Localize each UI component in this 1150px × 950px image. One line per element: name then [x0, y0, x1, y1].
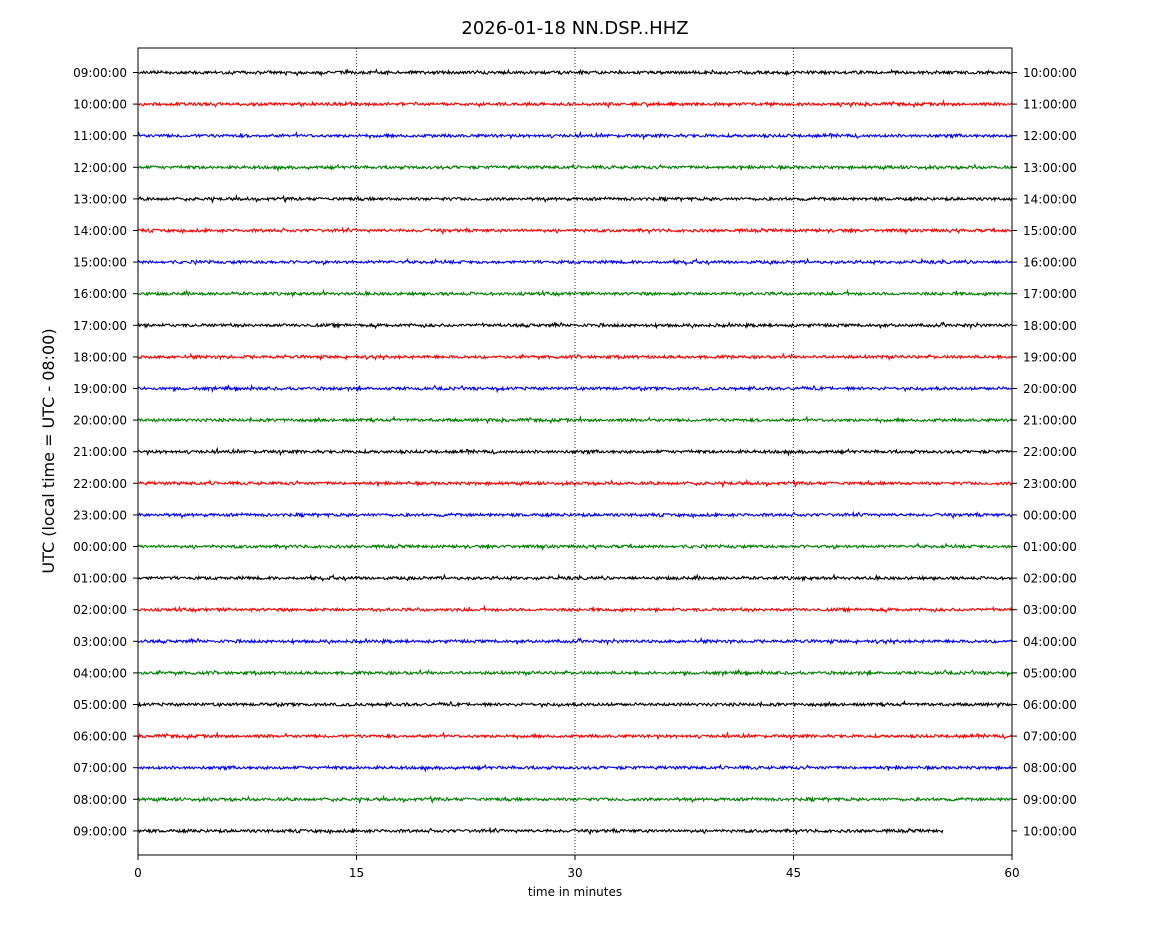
left-time-label: 14:00:00 — [73, 224, 127, 238]
left-time-label: 04:00:00 — [73, 666, 127, 680]
left-time-label: 08:00:00 — [73, 793, 127, 807]
left-time-label: 12:00:00 — [73, 161, 127, 175]
x-tick-label: 45 — [786, 866, 801, 880]
right-time-label: 17:00:00 — [1023, 287, 1077, 301]
seismic-trace — [137, 826, 944, 836]
left-time-label: 23:00:00 — [73, 508, 127, 522]
y-axis-label: UTC (local time = UTC - 08:00) — [39, 328, 58, 573]
left-time-label: 07:00:00 — [73, 761, 127, 775]
right-time-label: 11:00:00 — [1023, 98, 1077, 112]
right-time-label: 10:00:00 — [1023, 66, 1077, 80]
seismic-trace — [137, 226, 1012, 236]
chart-title: 2026-01-18 NN.DSP..HHZ — [461, 18, 688, 39]
right-time-label: 07:00:00 — [1023, 730, 1077, 744]
seismic-trace — [137, 99, 1012, 109]
right-time-label: 06:00:00 — [1023, 698, 1077, 712]
seismic-trace — [137, 699, 1012, 709]
seismic-trace — [137, 288, 1012, 298]
right-time-label: 04:00:00 — [1023, 635, 1077, 649]
seismic-trace — [137, 573, 1013, 583]
left-time-label: 16:00:00 — [73, 287, 127, 301]
seismic-trace — [137, 542, 1012, 552]
seismic-trace — [137, 194, 1013, 204]
x-tick-label: 60 — [1004, 866, 1019, 880]
left-time-label: 01:00:00 — [73, 572, 127, 586]
x-axis-label: time in minutes — [528, 885, 622, 899]
x-tick-label: 0 — [134, 866, 142, 880]
right-time-label: 02:00:00 — [1023, 572, 1077, 586]
seismic-trace — [137, 352, 1013, 362]
left-time-label: 06:00:00 — [73, 730, 127, 744]
seismic-trace — [137, 446, 1013, 457]
right-time-label: 20:00:00 — [1023, 382, 1077, 396]
left-time-label: 10:00:00 — [73, 98, 127, 112]
left-time-label: 18:00:00 — [73, 350, 127, 364]
left-time-label: 13:00:00 — [73, 192, 127, 206]
left-time-label: 20:00:00 — [73, 414, 127, 428]
right-time-label: 22:00:00 — [1023, 445, 1077, 459]
left-time-label: 00:00:00 — [73, 540, 127, 554]
right-time-label: 03:00:00 — [1023, 603, 1077, 617]
seismic-trace — [137, 67, 1012, 78]
left-time-label: 17:00:00 — [73, 319, 127, 333]
left-time-label: 11:00:00 — [73, 129, 127, 143]
right-time-label: 09:00:00 — [1023, 793, 1077, 807]
left-time-label: 09:00:00 — [73, 66, 127, 80]
trace-group — [137, 67, 1013, 836]
left-time-label: 03:00:00 — [73, 635, 127, 649]
right-time-label: 15:00:00 — [1023, 224, 1077, 238]
left-time-labels: 09:00:00 10:00:00 11:00:00 12:00:00 13:00:00… — [73, 66, 138, 838]
left-time-label: 15:00:00 — [73, 256, 127, 270]
grid-lines — [356, 48, 794, 855]
seismic-trace — [137, 730, 1013, 741]
seismic-trace — [137, 321, 1012, 330]
left-time-label: 02:00:00 — [73, 603, 127, 617]
seismic-trace — [137, 604, 1013, 614]
seismic-trace — [137, 257, 1013, 266]
x-tick-label: 15 — [349, 866, 364, 880]
left-time-label: 22:00:00 — [73, 477, 127, 491]
right-time-label: 14:00:00 — [1023, 192, 1077, 206]
right-time-label: 23:00:00 — [1023, 477, 1077, 491]
x-tick-label: 30 — [567, 866, 582, 880]
seismic-trace — [137, 415, 1013, 425]
seismic-trace — [137, 478, 1013, 489]
right-time-label: 08:00:00 — [1023, 761, 1077, 775]
right-time-label: 13:00:00 — [1023, 161, 1077, 175]
right-time-label: 01:00:00 — [1023, 540, 1077, 554]
seismic-trace — [137, 763, 1012, 773]
right-time-label: 19:00:00 — [1023, 350, 1077, 364]
x-axis-ticks: 0 15 30 45 60 — [134, 855, 1020, 880]
right-time-label: 10:00:00 — [1023, 824, 1077, 838]
left-time-label: 19:00:00 — [73, 382, 127, 396]
right-time-labels: 10:00:00 11:00:00 12:00:00 13:00:00 14:00:00… — [1012, 66, 1077, 838]
right-time-label: 00:00:00 — [1023, 508, 1077, 522]
seismic-trace — [137, 636, 1013, 646]
left-time-label: 09:00:00 — [73, 824, 127, 838]
right-time-label: 21:00:00 — [1023, 414, 1077, 428]
right-time-label: 18:00:00 — [1023, 319, 1077, 333]
seismic-trace — [137, 130, 1013, 141]
seismic-trace — [137, 794, 1012, 805]
left-time-label: 05:00:00 — [73, 698, 127, 712]
right-time-label: 12:00:00 — [1023, 129, 1077, 143]
right-time-label: 16:00:00 — [1023, 256, 1077, 270]
left-time-label: 21:00:00 — [73, 445, 127, 459]
right-time-label: 05:00:00 — [1023, 666, 1077, 680]
